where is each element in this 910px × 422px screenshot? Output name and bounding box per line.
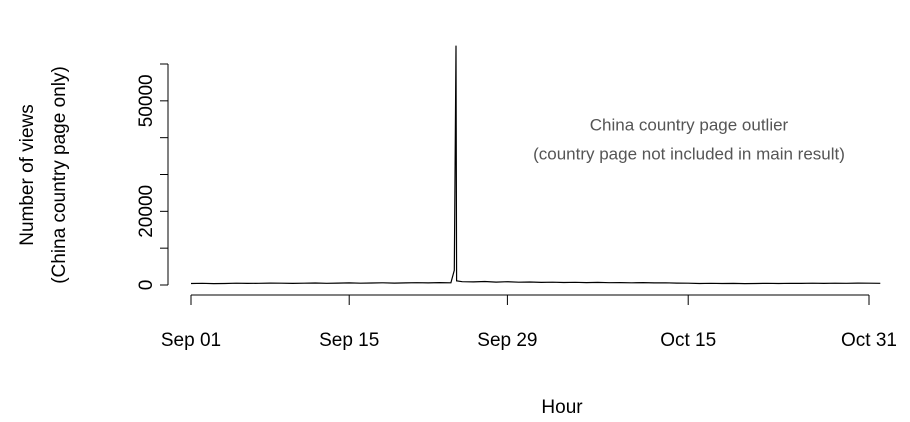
y-axis-title: Number of views [17, 104, 38, 246]
data-line [190, 45, 881, 285]
y-tick-label: 0 [136, 280, 157, 291]
x-axis-title: Hour [541, 397, 583, 418]
x-tick-label: Sep 01 [161, 330, 221, 351]
y-tick-label: 50000 [136, 74, 157, 127]
y-tick-label: 20000 [136, 185, 157, 238]
x-tick-label: Oct 31 [841, 330, 897, 351]
y-axis-title: (China country page only) [49, 66, 70, 284]
x-tick-label: Oct 15 [660, 330, 716, 351]
annotation: (country page not included in main resul… [533, 144, 845, 163]
x-tick-label: Sep 15 [319, 330, 379, 351]
annotation: China country page outlier [590, 115, 789, 134]
x-tick-label: Sep 29 [477, 330, 537, 351]
